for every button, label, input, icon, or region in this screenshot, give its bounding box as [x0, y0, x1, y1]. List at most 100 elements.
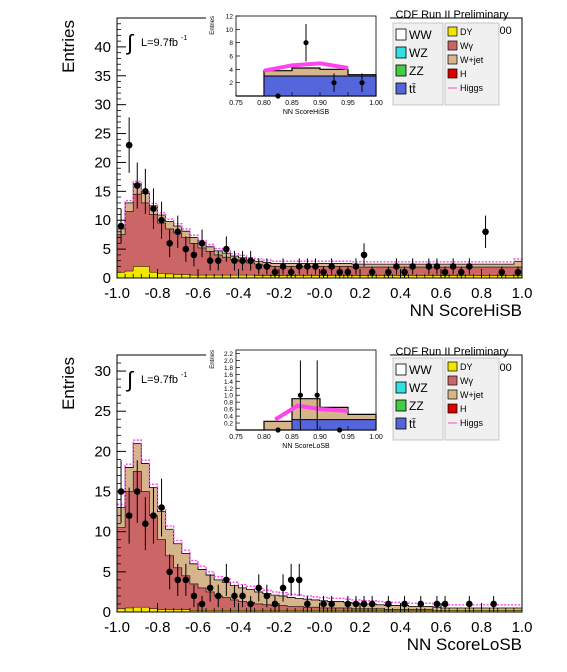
data-point	[344, 600, 352, 608]
signal-line	[117, 439, 522, 606]
inset-y-tick-label: 10	[226, 27, 234, 34]
inset-data-point	[297, 392, 303, 398]
legend-swatch	[395, 381, 407, 394]
x-tick-label: -0.4	[226, 619, 252, 636]
legend-label: Wγ	[460, 376, 473, 386]
data-point	[498, 268, 506, 276]
inset-data-point	[303, 40, 309, 46]
data-point	[166, 240, 173, 247]
data-point	[223, 245, 230, 253]
inset-y-tick-label: 2.0	[224, 358, 233, 365]
inset-y-tick-label: 2	[229, 80, 233, 87]
data-point	[352, 263, 360, 270]
legend-label: DY	[460, 27, 473, 37]
data-point	[271, 268, 279, 276]
data-point	[190, 592, 198, 600]
data-point	[401, 600, 408, 608]
data-point	[190, 251, 198, 259]
data-point	[352, 600, 360, 608]
legend-swatch	[395, 46, 407, 59]
signal-line	[117, 180, 522, 263]
data-point	[328, 600, 335, 608]
inset-x-tick-label: 0.85	[285, 100, 299, 107]
x-tick-label: 0.4	[390, 285, 411, 302]
header-text: CDF Run II Preliminary	[395, 346, 509, 358]
legend-label: ZZ	[409, 399, 424, 413]
inset-x-tick-label: 0.80	[257, 434, 271, 441]
data-point	[231, 257, 238, 264]
legend-swatch	[447, 403, 458, 414]
data-point	[279, 584, 287, 592]
inset-x-tick-label: 0.95	[341, 434, 355, 441]
inset-data-point	[331, 80, 337, 86]
inset-x-tick-label: 0.90	[313, 434, 327, 441]
x-tick-label: 0.8	[471, 619, 492, 636]
y-tick-label: 30	[94, 97, 111, 114]
y-tick-label: 25	[94, 126, 111, 143]
data-point	[393, 263, 400, 270]
legend-label: WZ	[409, 46, 428, 60]
data-point	[360, 251, 368, 259]
x-tick-label: -0.2	[266, 285, 292, 302]
data-point	[206, 584, 214, 592]
y-tick-label: 20	[94, 443, 111, 460]
legend-swatch	[395, 64, 407, 77]
legend-swatch	[447, 26, 458, 37]
legend-swatch	[447, 54, 458, 65]
data-point	[125, 141, 133, 149]
data-point	[425, 263, 433, 270]
data-point	[133, 182, 141, 189]
inset-x-tick-label: 0.80	[257, 100, 271, 107]
data-point	[295, 263, 303, 270]
legend-swatch	[447, 361, 458, 372]
data-point	[182, 576, 190, 584]
data-point	[287, 576, 295, 584]
y-tick-label: 0	[103, 604, 111, 621]
data-point	[206, 257, 214, 264]
legend-label: WZ	[409, 381, 428, 395]
y-tick-label: 20	[94, 154, 111, 171]
legend-swatch	[447, 68, 458, 79]
data-point	[166, 568, 173, 576]
x-tick-label: -1.0	[104, 285, 130, 302]
x-tick-label: -0.8	[145, 285, 171, 302]
data-point	[174, 228, 182, 236]
data-point	[239, 592, 246, 600]
x-tick-label: -0.0	[307, 285, 333, 302]
data-point	[417, 600, 425, 608]
data-point	[304, 263, 311, 270]
inset-y-tick-label: 1.8	[224, 365, 233, 372]
legend-label: Higgs	[460, 418, 484, 428]
data-point	[368, 600, 376, 608]
data-point	[223, 576, 230, 584]
x-axis-label: NN ScoreLoSB	[407, 635, 522, 654]
data-point	[336, 268, 344, 276]
inset-x-tick-label: 1.00	[369, 100, 383, 107]
data-point	[295, 576, 303, 584]
data-point	[433, 600, 441, 608]
legend-swatch	[447, 375, 458, 386]
data-point	[287, 268, 295, 276]
data-point	[433, 263, 441, 270]
integral-sign: ∫	[125, 30, 135, 55]
y-tick-label: 40	[94, 39, 111, 56]
panel-hisb: 0 5 10 15 20 25 30 35 40 -1.0 -0.8 -0.6 -0.4 -0.2 -0.0…	[59, 9, 532, 320]
data-point	[514, 268, 522, 276]
x-tick-label: -0.8	[145, 619, 171, 636]
data-point	[441, 600, 449, 608]
data-point	[182, 245, 190, 253]
x-tick-label: -0.4	[226, 285, 252, 302]
x-tick-label: 1.0	[512, 619, 533, 636]
data-point	[279, 263, 287, 270]
x-tick-label: 1.0	[512, 285, 533, 302]
legend-label: W+jet	[460, 55, 484, 65]
legend-label: DY	[460, 362, 473, 372]
data-point	[320, 268, 327, 276]
y-tick-label: 25	[94, 403, 111, 420]
data-point	[466, 600, 473, 608]
legend-label: W+jet	[460, 390, 484, 400]
legend-swatch	[447, 389, 458, 400]
data-point	[142, 520, 149, 527]
inset-y-tick-label: 1.4	[224, 379, 233, 386]
